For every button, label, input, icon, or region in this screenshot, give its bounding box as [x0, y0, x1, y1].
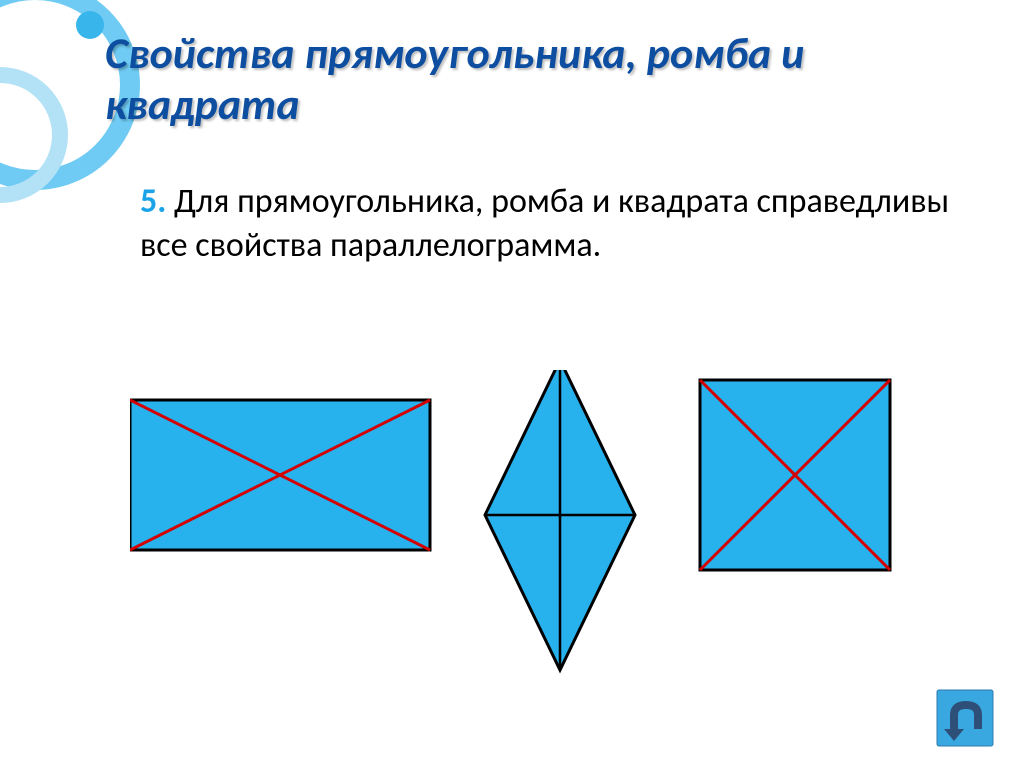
- rectangle-shape: [130, 400, 430, 550]
- shapes-diagram: [130, 370, 930, 690]
- body-content: Для прямоугольника, ромба и квадрата спр…: [140, 181, 949, 266]
- page-title: Свойства прямоугольника, ромба и квадрат…: [105, 28, 984, 129]
- item-number: 5.: [140, 181, 166, 222]
- square-shape: [700, 380, 890, 570]
- rhombus-shape: [485, 370, 635, 670]
- body-text: 5. Для прямоугольника, ромба и квадрата …: [140, 180, 954, 268]
- nav-back-button[interactable]: [936, 689, 994, 747]
